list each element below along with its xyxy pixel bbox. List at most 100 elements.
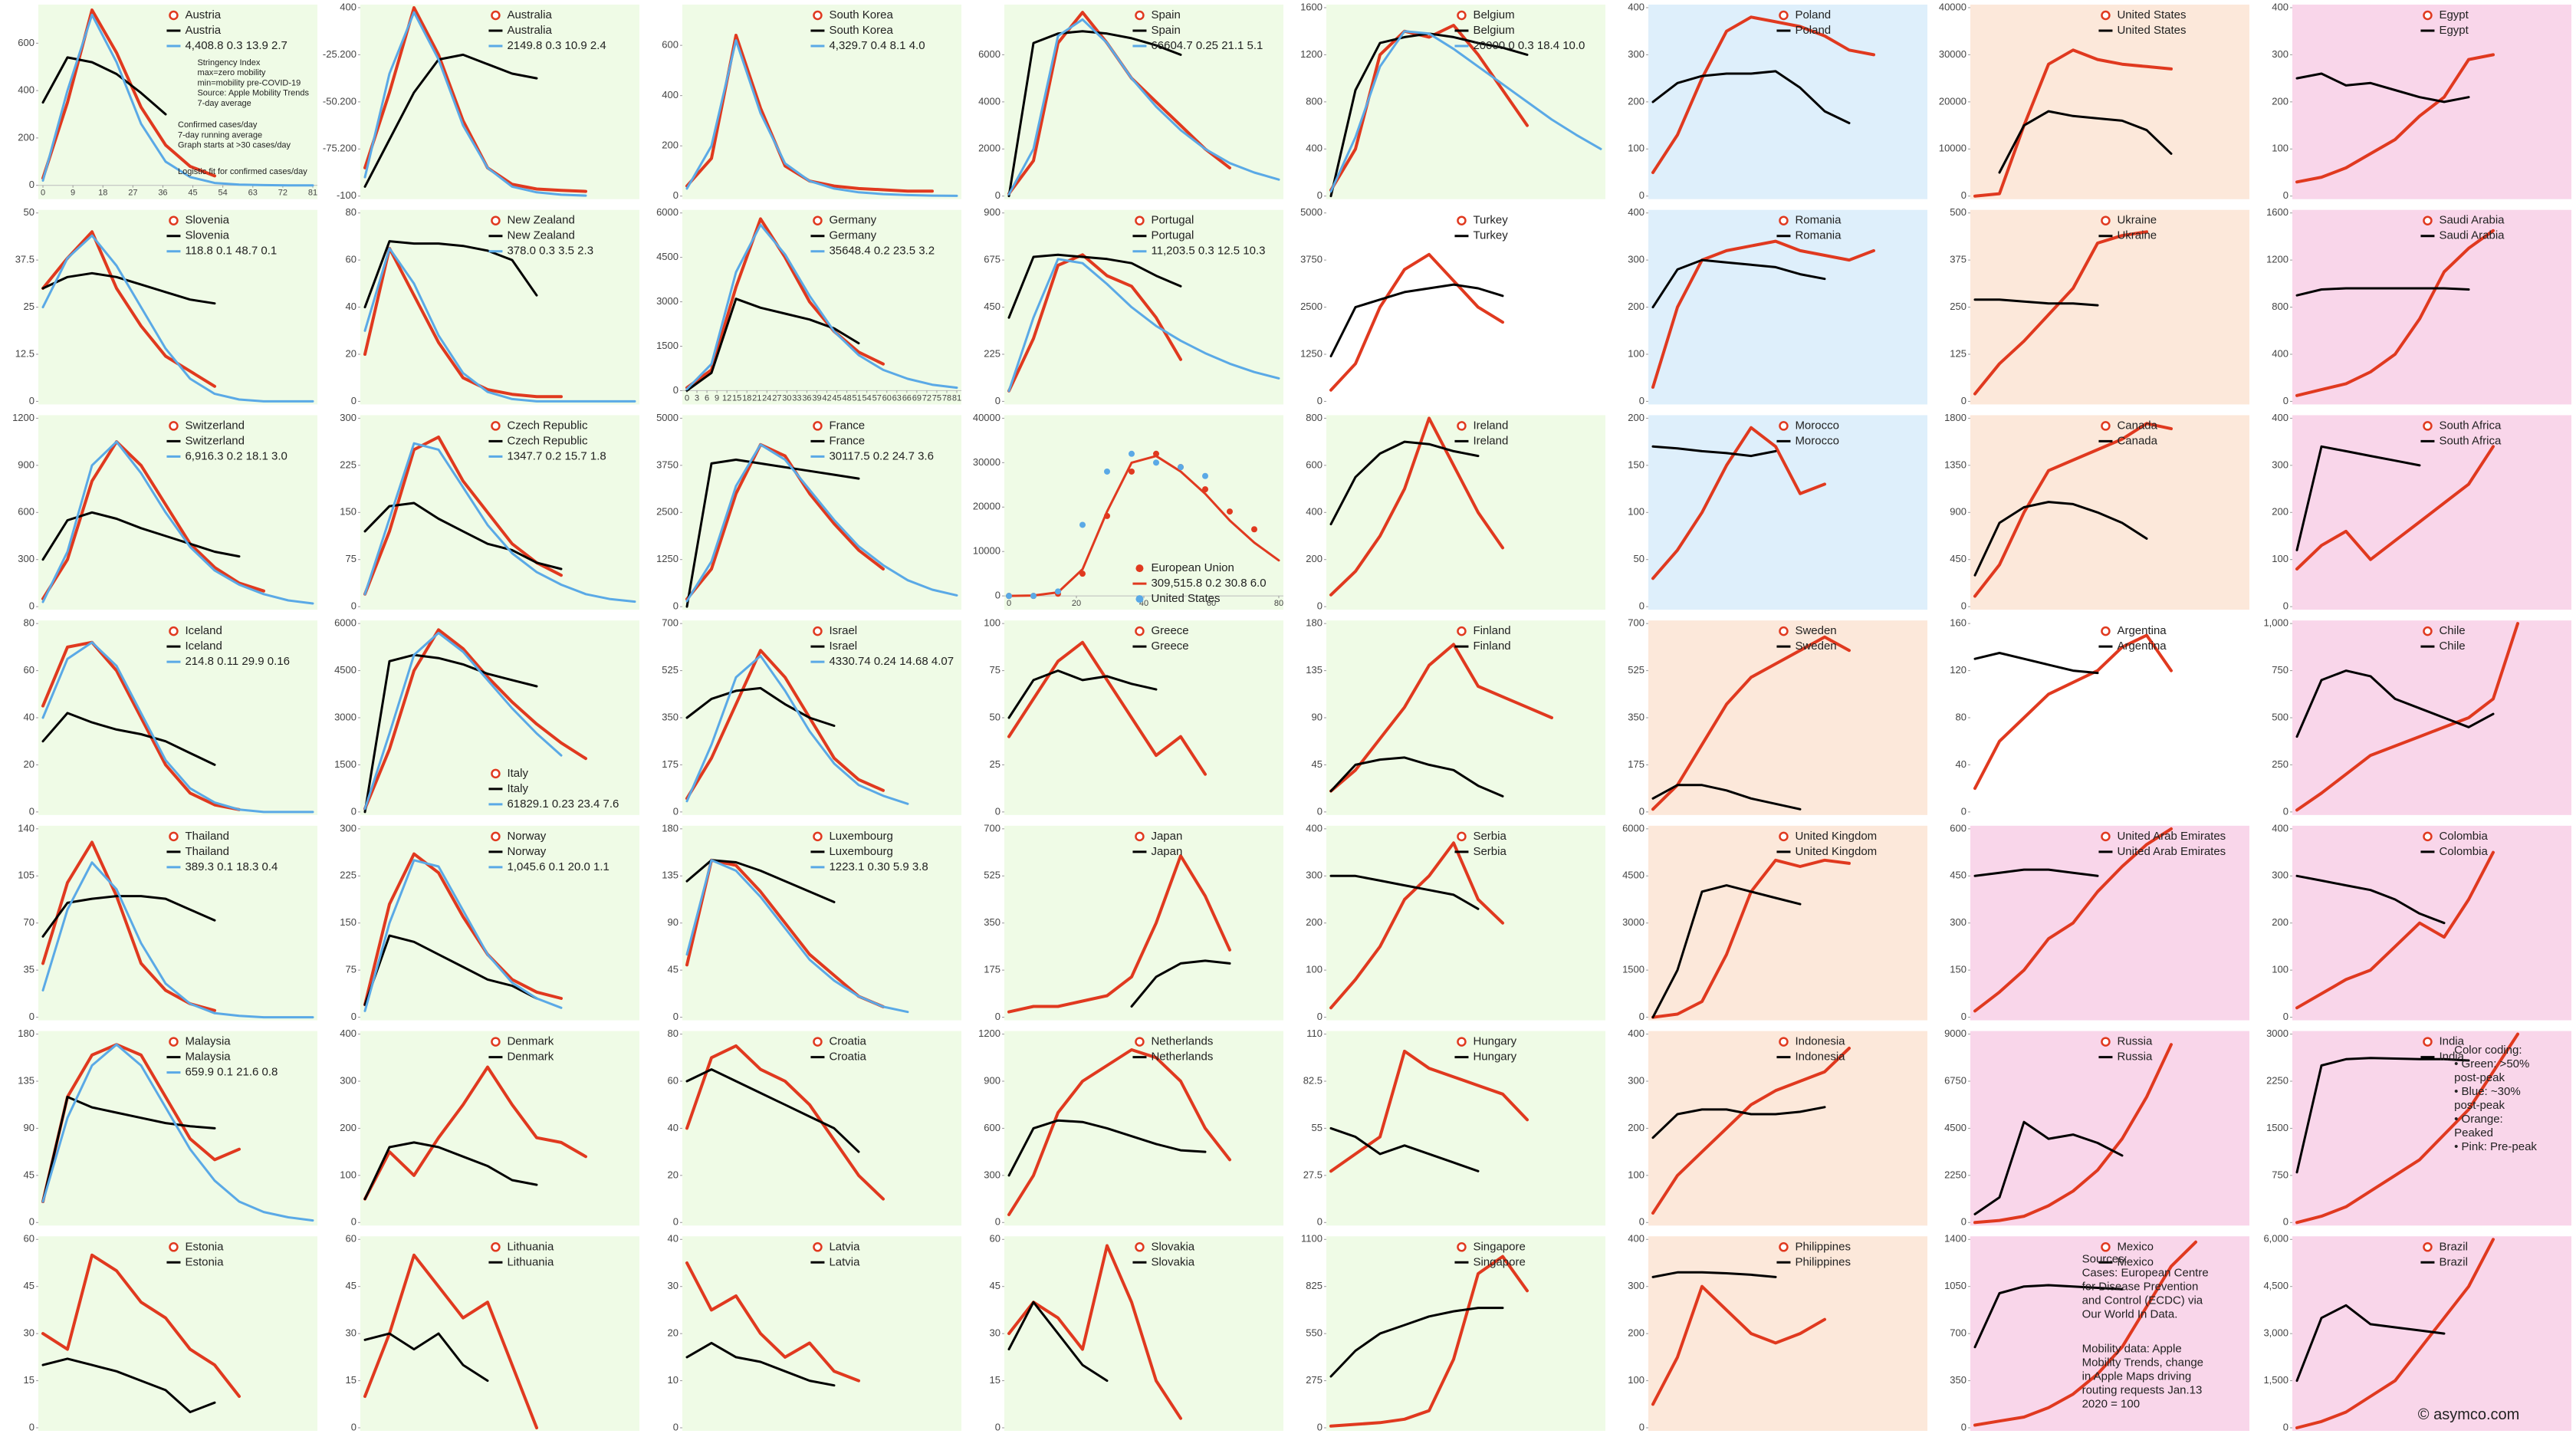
legend-label: 2149.8 0.3 10.9 2.4 (507, 39, 606, 52)
series-line (1973, 652, 2099, 675)
y-tick-label: 400 (2272, 1, 2288, 12)
y-tick-label: 0 (351, 1011, 356, 1022)
legend-label: Netherlands (1151, 1035, 1213, 1048)
series-line (685, 217, 885, 390)
legend-marker (491, 1037, 501, 1047)
legend-label: Lithuania (507, 1255, 554, 1268)
legend-marker (1779, 626, 1789, 636)
y-tick-label: 3,000 (2263, 1327, 2288, 1339)
y-tick-label: 400 (2272, 822, 2288, 834)
legend-label: Germany (829, 214, 876, 227)
legend-label: 214.8 0.11 29.9 0.16 (185, 655, 290, 668)
legend-label: Japan (1151, 830, 1182, 843)
y-tick-label: 450 (984, 301, 1001, 312)
x-tick-label: 54 (863, 393, 872, 403)
y-tick-label: 300 (2272, 48, 2288, 60)
panel-background (38, 209, 317, 405)
y-tick-label: 2250 (2266, 1074, 2288, 1086)
legend-marker (2423, 626, 2433, 636)
data-dot (1079, 521, 1086, 528)
legend-marker (2101, 626, 2111, 636)
series-line (363, 852, 563, 1007)
y-tick-label: 200 (662, 140, 678, 151)
series-line (1973, 1120, 2124, 1215)
legend-label: Denmark (507, 1051, 554, 1064)
panel-background (1004, 415, 1283, 610)
y-tick-label: 200 (1628, 1122, 1644, 1133)
y-tick-label: 20 (346, 347, 356, 359)
legend-label: Argentina (2117, 640, 2167, 653)
legend-marker (1135, 595, 1144, 603)
y-tick-label: 100 (1628, 1374, 1644, 1386)
y-tick-label: 80 (24, 617, 34, 629)
y-tick-label: 100 (1628, 143, 1644, 154)
y-tick-label: 0 (995, 1011, 1001, 1022)
series-line (1329, 874, 1480, 910)
series-line (41, 640, 241, 811)
series-line (685, 443, 958, 603)
series-line (1651, 1271, 1777, 1278)
legend-marker (1779, 215, 1789, 225)
legend-label: South Africa (2439, 434, 2502, 447)
x-tick-label: 66 (902, 393, 912, 403)
series-line (2295, 669, 2495, 738)
series-line (2295, 445, 2495, 571)
y-tick-label: 60 (346, 254, 356, 265)
y-tick-label: 0 (1317, 395, 1322, 406)
x-tick-label: 75 (932, 393, 941, 403)
annotation: © asymco.com (2418, 1406, 2520, 1423)
legend-label: Morocco (1795, 434, 1839, 447)
legend-label: Italy (507, 782, 528, 795)
panel-background (1970, 620, 2249, 815)
legend-label: Singapore (1473, 1240, 1525, 1253)
y-tick-label: 45 (668, 964, 678, 975)
y-tick-label: 400 (1306, 822, 1322, 834)
series-line (1329, 440, 1480, 526)
legend-marker (1135, 10, 1145, 21)
legend-marker (491, 768, 501, 779)
y-tick-label: 0 (29, 1216, 34, 1228)
panel-background (1970, 1031, 2249, 1226)
legend-label: European Union (1151, 561, 1234, 574)
data-dot (1030, 593, 1037, 600)
y-tick-label: 350 (662, 711, 678, 722)
series-line (363, 53, 538, 188)
legend-label: 309,515.8 0.2 30.8 6.0 (1151, 577, 1266, 590)
panel-background (360, 620, 639, 815)
legend-marker (1135, 1037, 1145, 1047)
x-tick-label: 36 (802, 393, 811, 403)
legend-label: United Arab Emirates (2117, 845, 2226, 858)
legend-marker (1779, 421, 1789, 431)
panel-background (1326, 825, 1605, 1021)
annotation: • Green: >50% (2454, 1057, 2529, 1070)
y-tick-label: -100 (337, 189, 356, 201)
y-tick-label: 0 (673, 1011, 678, 1022)
y-tick-label: 0 (351, 805, 356, 817)
legend-marker (2423, 421, 2433, 431)
annotation: 2020 = 100 (2082, 1397, 2141, 1410)
y-tick-label: 135 (1306, 664, 1322, 676)
data-dot (1055, 588, 1061, 595)
legend-label: Turkey (1473, 229, 1508, 242)
y-tick-label: 3000 (656, 295, 678, 307)
panel-background (1004, 209, 1283, 405)
y-tick-label: 400 (1628, 1028, 1644, 1039)
legend-label: South Africa (2439, 419, 2502, 432)
legend-marker (1779, 831, 1789, 842)
y-tick-label: 350 (1628, 711, 1644, 722)
x-tick-label: 45 (188, 189, 197, 198)
legend-label: 1347.7 0.2 15.7 1.8 (507, 449, 606, 462)
legend-label: Philippines (1795, 1240, 1851, 1253)
y-tick-label: 10000 (973, 545, 1001, 557)
series-line (1651, 239, 1875, 389)
panel-background (1004, 1236, 1283, 1431)
y-tick-label: 140 (18, 822, 34, 834)
y-tick-label: 40 (24, 711, 34, 722)
legend-marker (1779, 10, 1789, 21)
y-tick-label: 300 (340, 1074, 356, 1086)
legend-label: Greece (1151, 640, 1188, 653)
series-line (1973, 48, 2173, 198)
y-tick-label: 160 (1950, 617, 1967, 629)
legend-label: Czech Republic (507, 419, 588, 432)
y-tick-label: 0 (351, 1216, 356, 1228)
